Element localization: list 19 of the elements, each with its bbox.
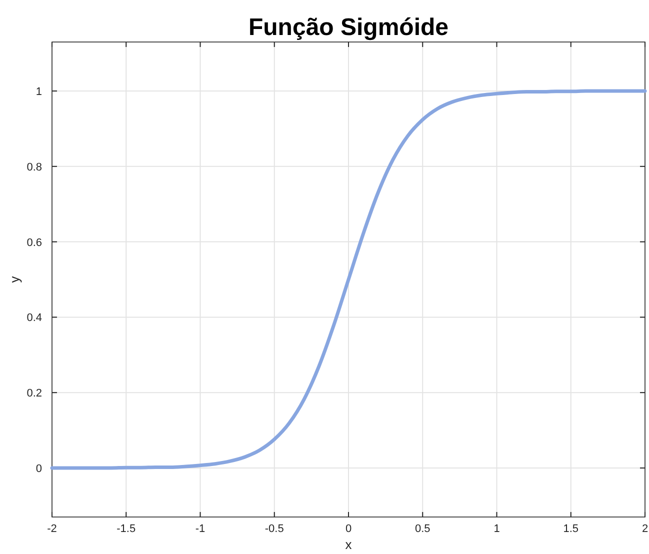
x-tick-label: -2: [47, 523, 57, 535]
x-tick-label: 1.5: [563, 523, 579, 535]
x-tick-label: 0.5: [414, 523, 430, 535]
x-tick-label: -1.5: [116, 523, 136, 535]
x-axis-title: x: [345, 537, 352, 552]
chart-title: Função Sigmóide: [248, 14, 449, 41]
x-tick-label: -1: [195, 523, 206, 535]
y-tick-label: 0: [36, 462, 42, 475]
y-tick-label: 0.8: [26, 161, 42, 174]
x-tick-label: 0: [345, 523, 352, 535]
y-axis-title: y: [7, 276, 22, 283]
x-tick-label: -0.5: [264, 523, 284, 535]
y-tick-label: 0.4: [26, 312, 42, 324]
y-tick-label: 0.2: [26, 388, 42, 400]
x-tick-label: 1: [494, 523, 500, 535]
x-tick-label: 2: [642, 523, 648, 535]
y-tick-label: 0.6: [26, 236, 42, 249]
y-tick-label: 1: [36, 86, 42, 98]
line-series: [50, 89, 647, 470]
